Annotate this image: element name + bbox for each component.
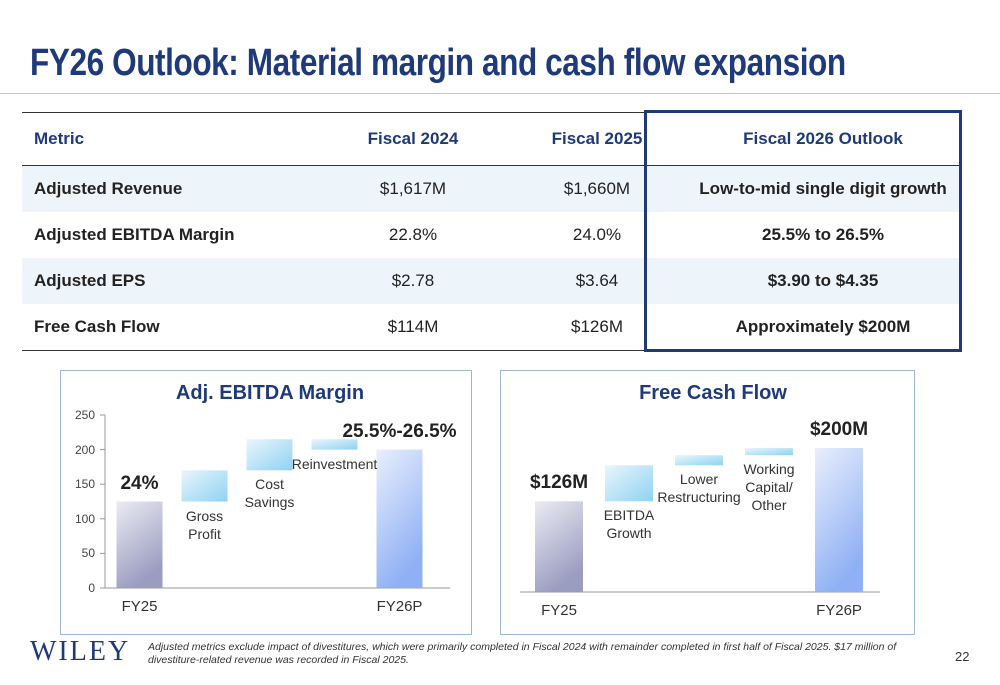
header-cell: Fiscal 2025	[510, 112, 684, 166]
cell: 22.8%	[388, 225, 438, 244]
y-tick-label: 250	[74, 408, 95, 422]
category-label: Reinvestment	[291, 455, 378, 472]
label-wrap: 24%	[109, 472, 171, 496]
cell: $3.64	[510, 258, 684, 304]
header-cell: Metric	[22, 112, 316, 166]
bar	[675, 455, 723, 466]
cell: $1,617M	[316, 165, 510, 212]
metrics-table: Metric Fiscal 2024 Fiscal 2025 Fiscal 20…	[22, 112, 962, 351]
category-label: Lower Restructuring	[657, 471, 741, 506]
value-label: $126M	[529, 472, 589, 494]
header-row: Metric Fiscal 2024 Fiscal 2025 Fiscal 20…	[22, 112, 962, 166]
label-wrap: Gross Profit	[170, 507, 240, 543]
title-rule	[0, 93, 1000, 94]
label-wrap: FY26P	[365, 598, 435, 616]
label-wrap: Reinvestment	[292, 455, 378, 473]
cell: $2.78	[316, 258, 510, 304]
cell: Approximately $200M	[684, 304, 962, 351]
bar	[745, 448, 793, 456]
y-tick-label: 0	[88, 581, 95, 595]
cell: $1,660M	[510, 165, 684, 212]
label-wrap: Lower Restructuring	[657, 470, 741, 506]
y-tick-label: 50	[81, 546, 95, 561]
cell: Adjusted EBITDA Margin	[34, 225, 235, 244]
bar	[311, 439, 358, 450]
label-wrap: Working Capital/ Other	[729, 460, 809, 514]
bar	[815, 448, 863, 592]
category-label: Gross Profit	[185, 507, 224, 542]
label-wrap: EBITDA Growth	[589, 506, 669, 542]
category-label: Working Capital/ Other	[743, 461, 795, 514]
cell: $114M	[316, 304, 510, 351]
x-tick-label: FY25	[541, 602, 577, 619]
label-wrap: $200M	[808, 418, 870, 442]
footnote: Adjusted metrics exclude impact of dives…	[148, 641, 897, 666]
table-row: Adjusted Revenue $1,617M $1,660M Low-to-…	[22, 165, 962, 212]
cell: Low-to-mid single digit growth	[684, 165, 962, 212]
value-label: $200M	[809, 419, 869, 440]
cell: 24.0%	[572, 225, 622, 244]
slide-title: FY26 Outlook: Material margin and cash f…	[30, 42, 846, 84]
annotation: 25.5%-26.5%	[342, 420, 457, 442]
annotation: 24%	[120, 472, 159, 494]
cell: $3.90 to $4.35	[684, 258, 962, 304]
label-wrap: FY25	[519, 602, 599, 620]
chart-title: Free Cash Flow	[639, 382, 787, 404]
y-tick-label: 200	[74, 442, 95, 457]
table-row: Free Cash Flow $114M $126M Approximately…	[22, 304, 962, 351]
table-row: Adjusted EBITDA Margin 22.8% 24.0% 25.5%…	[22, 212, 962, 258]
x-tick-label: FY25	[121, 598, 158, 615]
y-tick-label: 100	[74, 511, 95, 526]
bar	[535, 501, 583, 592]
label-wrap: $126M	[528, 471, 590, 495]
label-wrap: FY25	[105, 598, 175, 616]
category-label: Cost Savings	[244, 476, 295, 511]
y-tick-label: 150	[74, 477, 95, 492]
outlook-highlight	[644, 110, 962, 352]
x-tick-label: FY26P	[816, 602, 862, 619]
cell: 25.5% to 26.5%	[762, 225, 884, 244]
page-number: 22	[955, 649, 970, 664]
cell: Free Cash Flow	[22, 304, 316, 351]
chart-title: Adj. EBITDA Margin	[175, 382, 365, 404]
bar	[605, 465, 653, 502]
cell: Adjusted Revenue	[22, 165, 316, 212]
label-wrap: Cost Savings	[235, 475, 305, 511]
cell: $126M	[510, 304, 684, 351]
header-cell: Fiscal 2026 Outlook	[684, 112, 962, 166]
label-wrap: 25.5%-26.5%	[342, 420, 456, 444]
x-tick-label: FY26P	[376, 598, 423, 615]
header-cell: Fiscal 2024	[316, 112, 510, 166]
category-label: EBITDA Growth	[603, 507, 655, 542]
bar	[181, 470, 228, 502]
bar	[376, 449, 423, 588]
cell: Adjusted EPS	[22, 258, 316, 304]
bar	[116, 501, 163, 588]
logo: WILEY	[30, 636, 131, 667]
bar	[246, 439, 293, 471]
table-row: Adjusted EPS $2.78 $3.64 $3.90 to $4.35	[22, 258, 962, 304]
label-wrap: FY26P	[799, 602, 879, 620]
